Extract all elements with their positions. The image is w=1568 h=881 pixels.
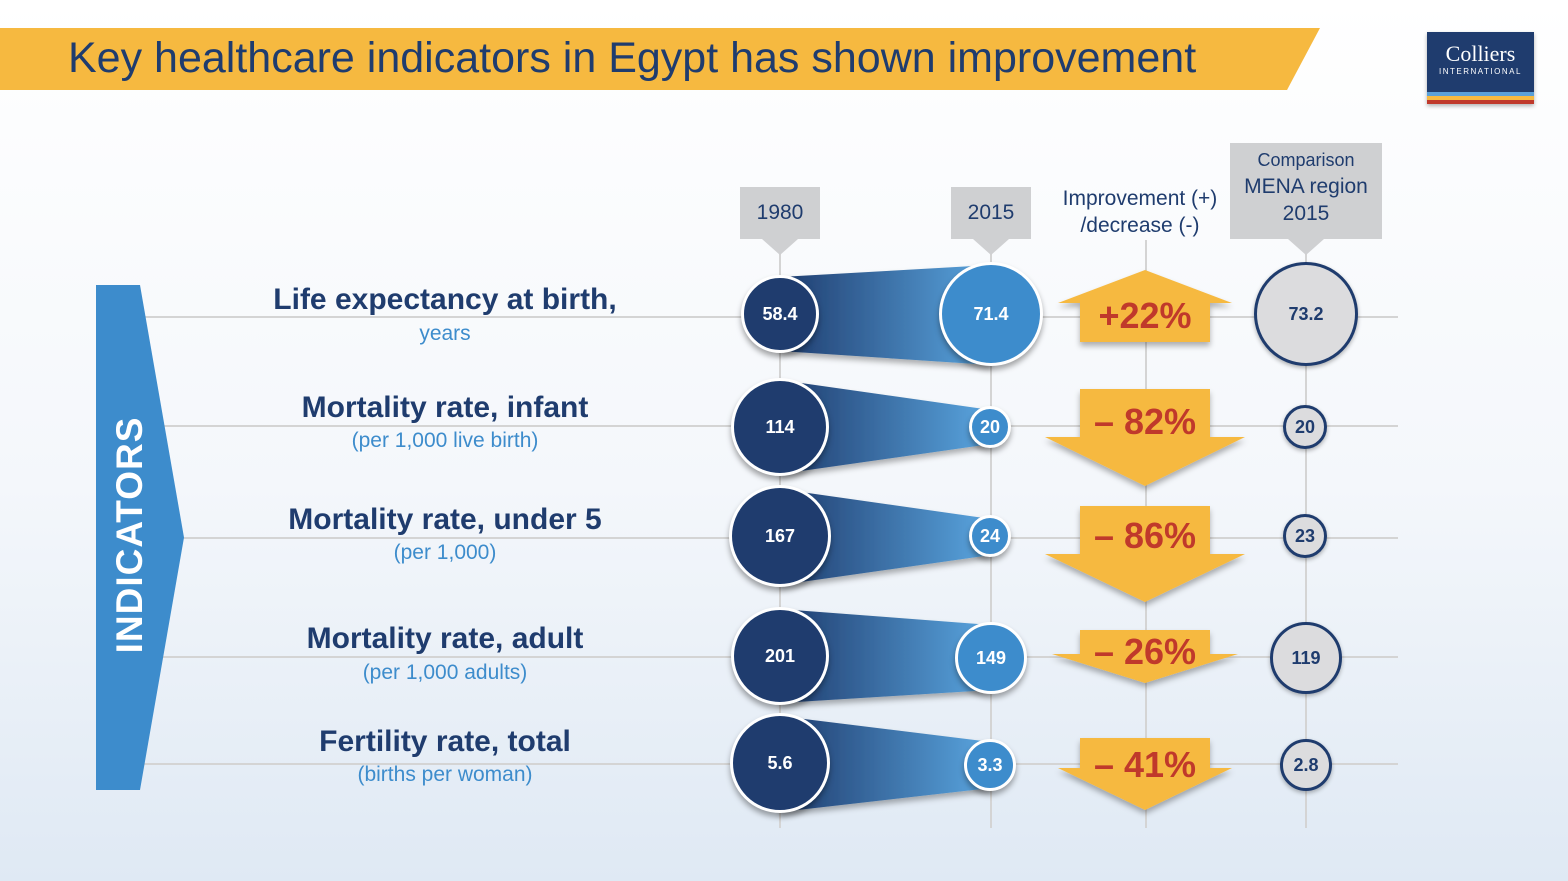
indicator-name-1: Life expectancy at birth, — [273, 283, 617, 316]
value-2015-row-2: 20 — [969, 406, 1011, 448]
indicator-unit-4: (per 1,000 adults) — [362, 661, 528, 684]
header-change-line2: /decrease (-) — [1080, 214, 1200, 237]
connector-row-5 — [780, 716, 991, 812]
colliers-logo: Colliers INTERNATIONAL — [1427, 32, 1534, 104]
mena-value-row-3: 23 — [1283, 514, 1327, 558]
connector-row-4 — [780, 609, 991, 703]
header-change: Improvement (+) /decrease (-) — [1040, 185, 1240, 239]
change-arrow-row-3 — [1045, 506, 1245, 602]
mena-value-row-1: 73.2 — [1254, 262, 1358, 366]
change-arrow-row-2 — [1045, 389, 1245, 486]
mena-value-row-2: 20 — [1283, 405, 1327, 449]
change-arrow-row-5 — [1058, 738, 1232, 810]
value-1980-row-2: 114 — [731, 378, 829, 476]
indicator-name-4: Mortality rate, adult — [306, 622, 584, 655]
header-mena: Comparison MENA region 2015 — [1230, 143, 1382, 255]
header-mena-pointer — [1288, 239, 1324, 255]
value-1980-row-5: 5.6 — [730, 713, 830, 813]
value-2015-row-1: 71.4 — [939, 262, 1043, 366]
change-value-row-4: – 26% — [1093, 631, 1197, 672]
indicator-name-3: Mortality rate, under 5 — [288, 503, 602, 536]
mena-value-row-5: 2.8 — [1280, 739, 1332, 791]
change-arrow-row-4 — [1052, 630, 1238, 683]
header-mena-line3: 2015 — [1282, 202, 1330, 225]
value-1980-row-3: 167 — [729, 485, 831, 587]
header-mena-line1: Comparison — [1257, 150, 1355, 170]
connector-row-1 — [780, 265, 991, 365]
change-arrow-row-1 — [1058, 270, 1232, 342]
header-mena-line2: MENA region — [1244, 175, 1368, 198]
value-2015-row-3: 24 — [969, 515, 1011, 557]
indicator-unit-3: (per 1,000) — [393, 541, 497, 564]
page-title: Key healthcare indicators in Egypt has s… — [68, 34, 1197, 82]
logo-stripes — [1427, 92, 1534, 104]
value-2015-row-4: 149 — [955, 622, 1027, 694]
change-value-row-3: – 86% — [1093, 515, 1197, 556]
change-value-row-2: – 82% — [1093, 401, 1197, 442]
title-banner — [0, 28, 1320, 90]
header-2015-label: 2015 — [967, 201, 1015, 224]
value-1980-row-4: 201 — [731, 607, 829, 705]
indicator-unit-2: (per 1,000 live birth) — [351, 429, 539, 452]
indicator-unit-5: (births per woman) — [357, 763, 533, 786]
header-2015: 2015 — [951, 187, 1031, 255]
header-2015-pointer — [973, 239, 1009, 255]
change-value-row-5: – 41% — [1093, 744, 1197, 785]
indicator-name-5: Fertility rate, total — [319, 725, 571, 758]
indicator-name-2: Mortality rate, infant — [301, 391, 589, 424]
header-change-line1: Improvement (+) — [1062, 187, 1218, 210]
mena-value-row-4: 119 — [1270, 622, 1342, 694]
logo-subtitle: INTERNATIONAL — [1439, 67, 1522, 76]
change-value-row-1: +22% — [1098, 295, 1192, 336]
connector-row-3 — [780, 489, 991, 585]
value-1980-row-1: 58.4 — [741, 275, 819, 353]
logo-brand: Colliers — [1445, 41, 1516, 66]
indicator-unit-1: years — [419, 322, 471, 345]
connector-row-2 — [780, 380, 991, 474]
header-1980-label: 1980 — [756, 201, 804, 224]
header-1980-pointer — [762, 239, 798, 255]
header-1980: 1980 — [740, 187, 820, 255]
value-2015-row-5: 3.3 — [964, 739, 1016, 791]
